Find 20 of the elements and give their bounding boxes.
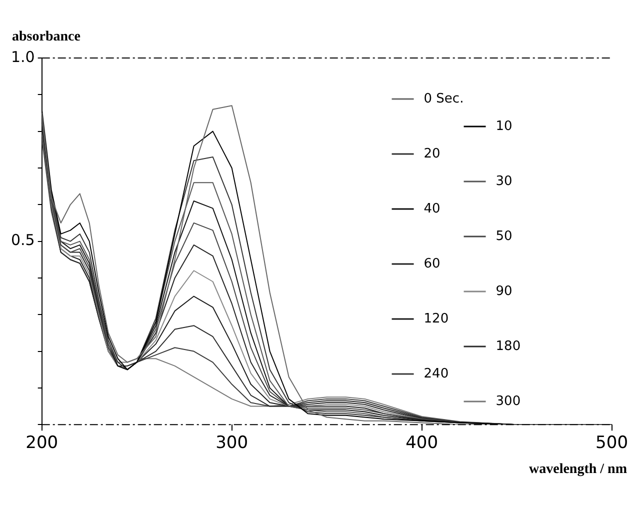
legend-label: 20 — [424, 146, 440, 162]
x-tick-label: 500 — [596, 433, 628, 454]
legend-label: 300 — [496, 394, 521, 409]
legend-label: 180 — [496, 338, 521, 354]
legend-label: 10 — [496, 118, 512, 134]
y-tick-label: 1.0 — [10, 48, 35, 66]
legend-label: 40 — [424, 201, 440, 216]
legend-label: 0 Sec. — [424, 91, 464, 106]
legend-label: 120 — [424, 311, 449, 326]
legend-label: 50 — [496, 228, 512, 244]
legend-label: 90 — [496, 284, 512, 299]
y-axis-title: absorbance — [12, 30, 80, 45]
legend-label: 240 — [424, 366, 449, 382]
x-axis-title: wavelength / nm — [529, 462, 628, 478]
legend-label: 60 — [424, 256, 440, 272]
x-tick-label: 400 — [406, 433, 438, 454]
x-tick-label: 200 — [26, 433, 58, 454]
y-tick-label: 0.5 — [10, 231, 35, 250]
x-tick-label: 300 — [216, 433, 248, 454]
legend-label: 30 — [496, 174, 512, 189]
